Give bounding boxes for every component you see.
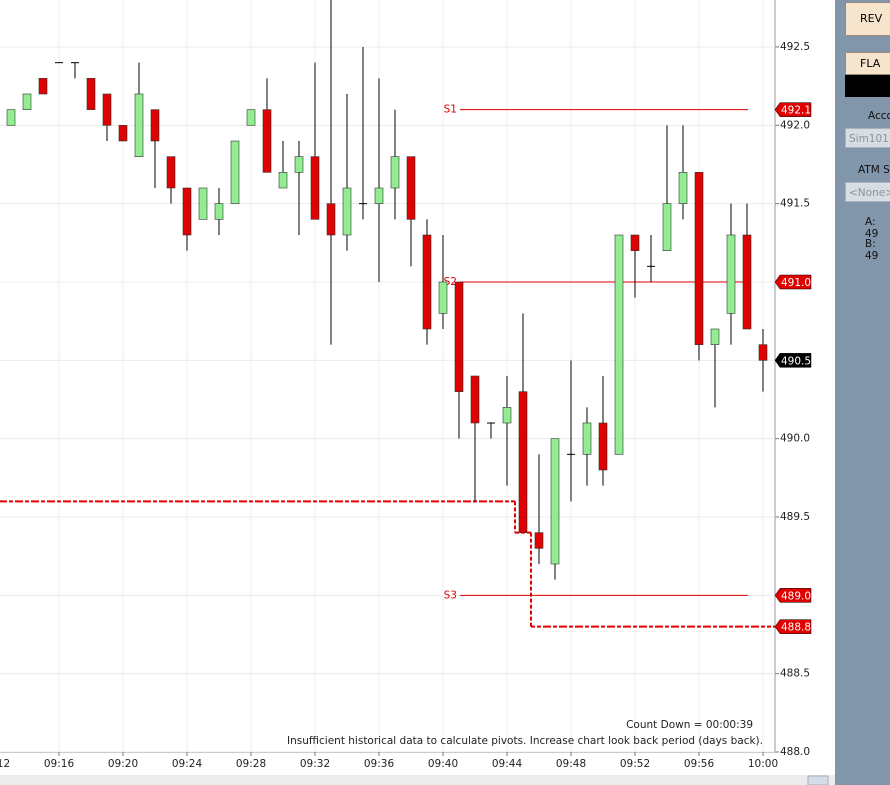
price-marker	[774, 274, 812, 290]
candle-body	[310, 156, 320, 220]
candle-body	[246, 109, 256, 126]
candle-body	[342, 187, 352, 236]
y-tick-label: 490.0	[780, 433, 810, 445]
x-tick-label: 09:12	[0, 758, 10, 770]
y-tick-label: 488.5	[780, 668, 810, 680]
candle-body	[438, 281, 448, 314]
candle-body	[614, 234, 624, 455]
candle-body	[454, 281, 464, 392]
side-panel: REV FLA Acco Sim101 ATM S <None> A: 49 B…	[835, 0, 890, 785]
x-tick-label: 09:56	[684, 758, 715, 770]
candle-body	[294, 156, 304, 173]
x-tick-label: 09:40	[428, 758, 458, 770]
price-marker-label: 491.0	[781, 277, 811, 289]
pivot-name: S1	[444, 104, 457, 116]
x-tick-label: 10:00	[748, 758, 778, 770]
candle-body	[534, 532, 544, 549]
x-tick-label: 09:52	[620, 758, 650, 770]
candle-body	[278, 172, 288, 189]
price-marker	[774, 588, 812, 603]
button[interactable]: REV	[845, 2, 890, 36]
candle-body	[742, 234, 752, 330]
candle-body	[214, 203, 224, 220]
ask: A: 49	[865, 216, 879, 240]
atm-input[interactable]: <None>	[845, 182, 890, 202]
candle-body	[662, 203, 672, 251]
bid: B: 49	[865, 238, 879, 262]
x-tick-label: 09:16	[44, 758, 75, 770]
candle-body	[86, 78, 96, 110]
account-input[interactable]: Sim101	[845, 128, 890, 148]
candle-body	[630, 234, 640, 251]
candle-body	[422, 234, 432, 330]
candle-body	[710, 328, 720, 345]
price-marker-label: 488.8	[781, 622, 811, 634]
candle-body	[150, 109, 160, 142]
x-tick-label: 09:36	[364, 758, 395, 770]
background	[0, 0, 835, 785]
x-tick-label: 09:24	[172, 758, 203, 770]
candle-body	[678, 172, 688, 204]
button[interactable]: FLA	[845, 52, 890, 75]
price-marker	[774, 619, 812, 634]
candle-body	[38, 78, 48, 95]
candle-body	[582, 422, 592, 455]
x-tick-label: 09:20	[108, 758, 138, 770]
candle-body	[262, 109, 272, 173]
account-label: Acco	[868, 110, 890, 122]
x-tick-label: 09:32	[300, 758, 330, 770]
candle-body	[6, 109, 16, 126]
candle-body	[758, 344, 768, 361]
message: Insufficient historical data to calculat…	[287, 735, 763, 747]
candle-body	[390, 156, 400, 189]
candle-body	[22, 93, 32, 110]
candle-body	[230, 140, 240, 204]
candle-body	[470, 375, 480, 424]
candle-body	[166, 156, 176, 189]
black-bar	[845, 75, 890, 97]
pivot-name: S3	[444, 589, 457, 601]
price-marker-label: 492.1	[781, 105, 811, 117]
candle-body	[182, 187, 192, 236]
y-tick-label: 492.0	[780, 119, 810, 131]
candle-body	[134, 93, 144, 157]
x-tick-label: 09:44	[492, 758, 523, 770]
price-marker-label: 490.5	[781, 355, 811, 367]
y-tick-label: 489.5	[780, 511, 810, 523]
candle-body	[502, 407, 512, 424]
candle-body	[406, 156, 416, 220]
candle-body	[326, 203, 336, 236]
candle-body	[694, 172, 704, 345]
y-tick-label: 488.0	[780, 746, 810, 758]
candle-body	[550, 438, 560, 565]
scroll-button[interactable]	[807, 775, 829, 785]
y-tick-label: 492.5	[780, 41, 810, 53]
candle-body	[726, 234, 736, 314]
candle-body	[374, 187, 384, 204]
x-tick-label: 09:28	[236, 758, 266, 770]
price-marker-label: 489.0	[781, 590, 811, 602]
price-marker	[774, 353, 812, 368]
candle-body	[518, 391, 528, 533]
candle-body	[598, 422, 608, 471]
atm-label: ATM S	[858, 164, 890, 176]
price-marker	[774, 102, 812, 117]
countdown: Count Down = 00:00:39	[626, 719, 753, 731]
candle-body	[198, 187, 208, 220]
candle-body	[118, 125, 128, 142]
scroll-strip	[0, 775, 835, 785]
candle-body	[102, 93, 112, 126]
y-tick-label: 491.5	[780, 198, 810, 210]
x-tick-label: 09:48	[556, 758, 586, 770]
